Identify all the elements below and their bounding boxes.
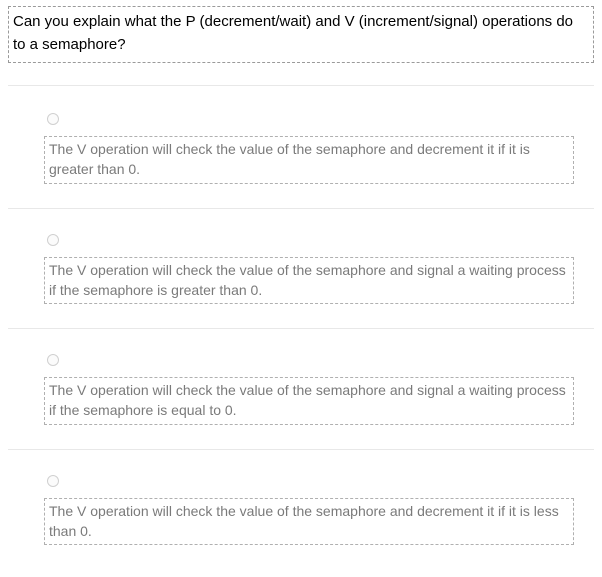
radio-icon[interactable] bbox=[47, 354, 59, 366]
option-item: The V operation will check the value of … bbox=[8, 88, 594, 209]
options-list: The V operation will check the value of … bbox=[8, 85, 594, 559]
option-item: The V operation will check the value of … bbox=[8, 209, 594, 330]
radio-holder bbox=[47, 353, 574, 371]
option-text: The V operation will check the value of … bbox=[44, 377, 574, 425]
option-text: The V operation will check the value of … bbox=[44, 136, 574, 184]
radio-icon[interactable] bbox=[47, 475, 59, 487]
option-text: The V operation will check the value of … bbox=[44, 498, 574, 546]
radio-icon[interactable] bbox=[47, 234, 59, 246]
option-item: The V operation will check the value of … bbox=[8, 450, 594, 560]
radio-icon[interactable] bbox=[47, 113, 59, 125]
option-item: The V operation will check the value of … bbox=[8, 329, 594, 450]
radio-holder bbox=[47, 112, 574, 130]
option-text: The V operation will check the value of … bbox=[44, 257, 574, 305]
question-prompt: Can you explain what the P (decrement/wa… bbox=[8, 6, 594, 63]
radio-holder bbox=[47, 474, 574, 492]
radio-holder bbox=[47, 233, 574, 251]
